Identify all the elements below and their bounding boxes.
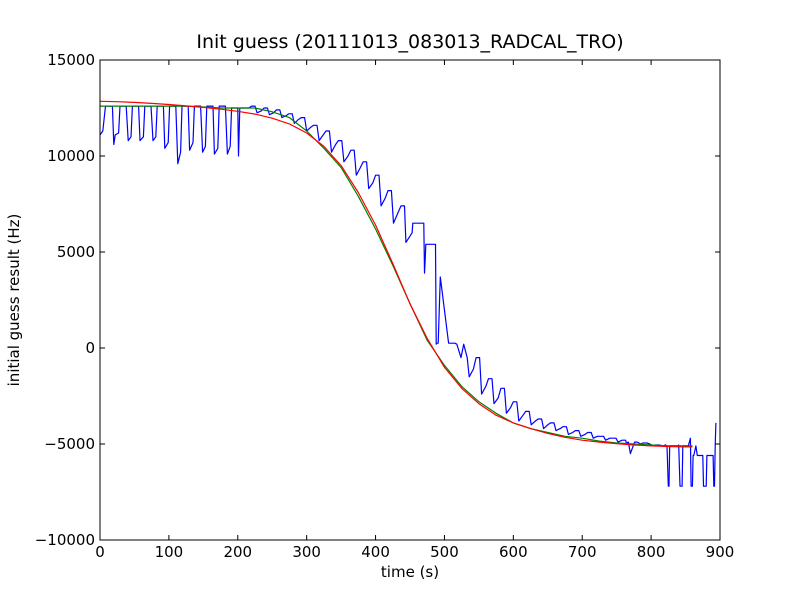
- plot-area: [99, 59, 721, 541]
- series-layer: [99, 100, 717, 487]
- x-axis-label: time (s): [381, 563, 439, 581]
- x-tick-label: 500: [430, 543, 459, 561]
- y-tick-label: 0: [85, 339, 95, 357]
- x-tick-label: 700: [568, 543, 597, 561]
- x-tick-label: 0: [95, 543, 105, 561]
- x-tick-label: 600: [499, 543, 528, 561]
- y-tick-label: −10000: [35, 531, 95, 549]
- x-tick-label: 300: [292, 543, 321, 561]
- y-tick-label: 10000: [47, 147, 95, 165]
- axis-ticks: 0 100 200 300 400 500 600 700 800 900 −10000 −5000 0…: [35, 51, 735, 561]
- y-axis-label: initial guess result (Hz): [5, 214, 23, 387]
- x-tick-label: 800: [637, 543, 666, 561]
- x-tick-label: 200: [223, 543, 252, 561]
- y-tick-label: −5000: [44, 435, 95, 453]
- x-tick-label: 100: [155, 543, 184, 561]
- chart-title: Init guess (20111013_083013_RADCAL_TRO): [196, 31, 623, 53]
- y-tick-label: 15000: [47, 51, 95, 69]
- x-tick-label: 900: [706, 543, 735, 561]
- x-tick-label: 400: [361, 543, 390, 561]
- y-tick-label: 5000: [57, 243, 95, 261]
- series-line-3: [99, 100, 693, 448]
